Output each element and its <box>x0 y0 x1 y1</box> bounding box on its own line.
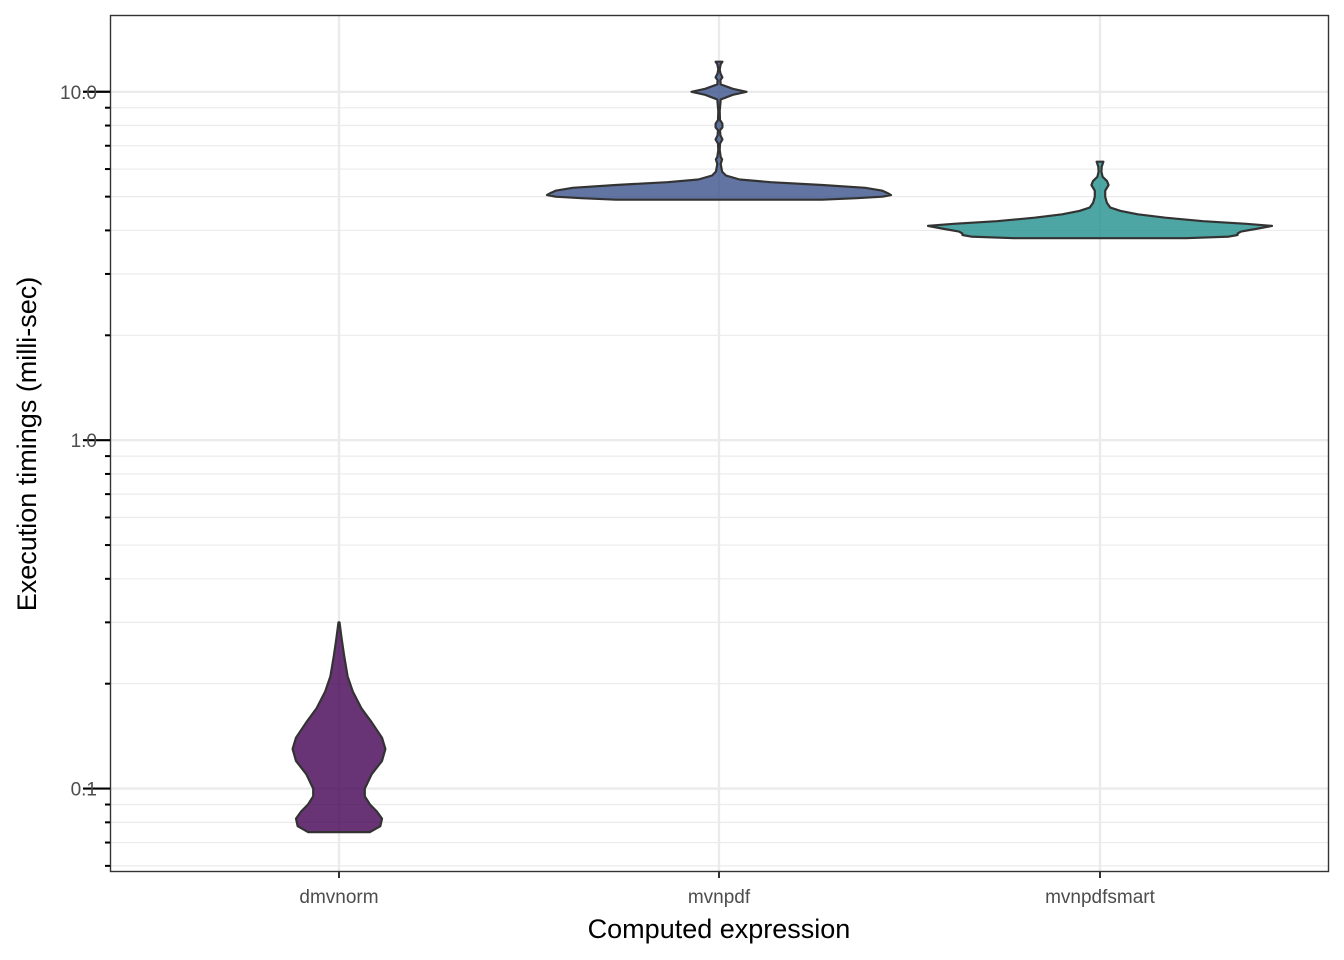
y-axis-title: Execution timings (milli-sec) <box>12 277 42 612</box>
violins <box>291 60 1274 834</box>
x-axis-ticks <box>338 871 1101 878</box>
y-tick-label: 1.0 <box>71 431 97 452</box>
x-axis-tick-labels: dmvnorm mvnpdf mvnpdfsmart <box>299 887 1155 908</box>
x-axis-title: Computed expression <box>588 914 851 944</box>
y-tick-label: 0.1 <box>71 780 97 801</box>
x-tick-label-dmvnorm: dmvnorm <box>299 887 378 908</box>
x-tick-label-mvnpdf: mvnpdf <box>688 887 751 908</box>
y-axis-tick-labels: 0.1 1.0 10.0 <box>60 83 97 801</box>
y-axis-ticks <box>83 90 110 867</box>
x-tick-label-mvnpdfsmart: mvnpdfsmart <box>1045 887 1156 908</box>
violin-dmvnorm <box>291 621 387 834</box>
y-tick-label: 10.0 <box>60 83 97 104</box>
violin-mvnpdfsmart <box>926 160 1274 240</box>
violin-mvnpdf <box>545 60 893 201</box>
